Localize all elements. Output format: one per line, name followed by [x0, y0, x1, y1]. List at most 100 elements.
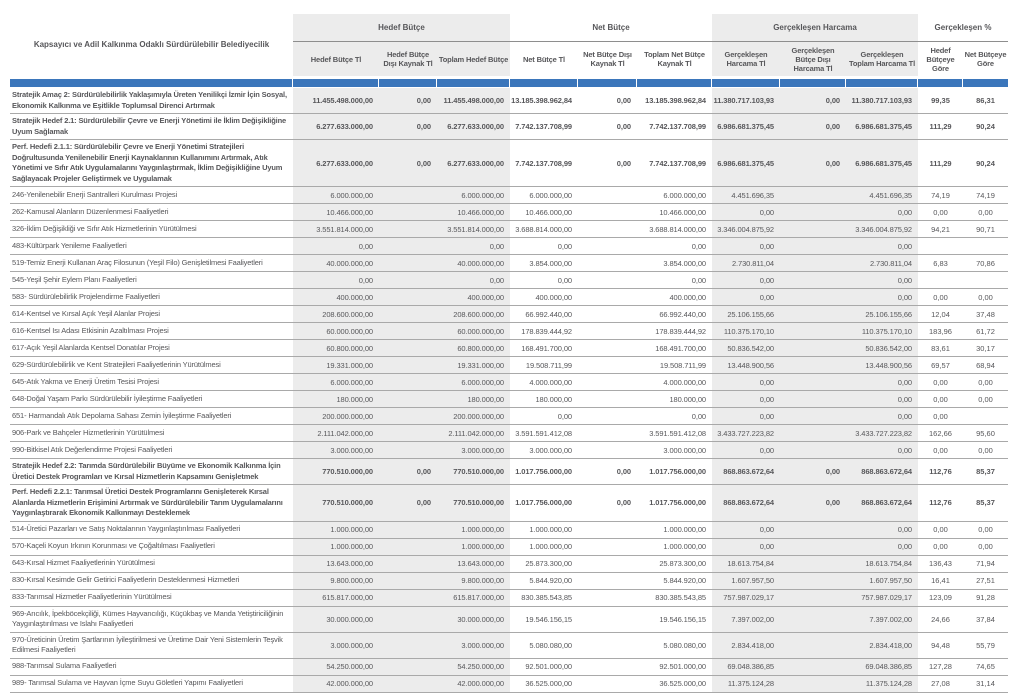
cell-percent: 30,17	[976, 343, 995, 353]
cell-value: 7.397.002,00	[846, 606, 918, 632]
cell-value	[578, 204, 637, 220]
table-row: 262-Kamusal Alanların Düzenlenmesi Faali…	[10, 204, 1008, 221]
cell-value	[379, 572, 437, 589]
cell-value: 0,00	[712, 391, 780, 407]
cell-value: 4.451.696,35	[712, 187, 780, 203]
cell-value: 30.000.000,00	[293, 606, 379, 632]
row-label: Perf. Hedefi 2.2.1: Tarımsal Üretici Des…	[12, 487, 283, 517]
column-group-header: Gerçekleşen %	[918, 14, 1008, 42]
cell-value	[780, 289, 846, 305]
row-label: 990-Bitkisel Atık Değerlendirme Projesi …	[12, 444, 173, 454]
cell-value: 0,00	[557, 275, 572, 285]
table-row: 830-Kırsal Kesimde Gelir Getirici Faaliy…	[10, 572, 1008, 590]
cell-value: 1.607.957,50	[846, 572, 918, 589]
cell-value: 6.986.681.375,45	[846, 114, 918, 139]
accent-bar-segment	[10, 79, 293, 87]
cell-value: 3.346.004.875,92	[846, 221, 918, 237]
cell-value	[780, 357, 846, 373]
cell-value: 13.448.900,56	[846, 357, 918, 373]
cell-percent: 69,57	[931, 360, 950, 370]
cell-percent	[918, 272, 963, 288]
cell-value	[780, 391, 846, 407]
cell-value: 6.277.633.000,00	[437, 114, 510, 139]
cell-value: 0,00	[780, 114, 846, 139]
cell-value: 7.397.002,00	[712, 606, 780, 632]
table-row: 988-Tarımsal Sulama Faaliyetleri 54.250.0…	[10, 658, 1008, 676]
table-row: 629-Sürdürülebilirlik ve Kent Stratejile…	[10, 357, 1008, 374]
cell-value: 7.742.137.708,99	[515, 158, 572, 168]
row-label: 483-Kültürpark Yenileme Faaliyetleri	[12, 240, 127, 250]
cell-value: 0,00	[846, 408, 918, 424]
cell-value: 4.000.000,00	[663, 377, 706, 387]
cell-value: 6.277.633.000,00	[437, 140, 510, 186]
table-header: Kapsayıcı ve Adil Kalkınma Odaklı Sürdür…	[10, 14, 1008, 76]
cell-value: 0,00	[616, 122, 631, 131]
column-group-header: Net Bütçe	[510, 14, 712, 42]
cell-percent	[963, 408, 1008, 424]
cell-value	[780, 675, 846, 692]
cell-value: 868.863.672,64	[712, 459, 780, 484]
cell-value	[780, 606, 846, 632]
cell-percent: 16,41	[931, 576, 950, 585]
column-header: Hedef Bütçe Dışı Kaynak Tl	[379, 42, 437, 76]
cell-value: 25.106.155,66	[712, 306, 780, 322]
row-label: 833-Tarımsal Hizmetler Faaliyetlerinin Y…	[12, 592, 172, 602]
cell-value	[379, 306, 437, 322]
table-row: 906-Park ve Bahçeler Hizmetlerinin Yürüt…	[10, 425, 1008, 442]
accent-bar-segment	[918, 79, 963, 87]
table-row: 519-Temiz Enerji Kullanan Araç Filosunun…	[10, 255, 1008, 272]
cell-value: 1.000.000,00	[437, 538, 510, 555]
row-label: 645-Atık Yakma ve Enerji Üretim Tesisi P…	[12, 376, 159, 386]
table-row: 989- Tarımsal Sulama ve Hayvan İçme Suyu…	[10, 675, 1008, 693]
table-row: 326-İklim Değişikliği ve Sıfır Atık Hizm…	[10, 221, 1008, 238]
cell-value: 50.836.542,00	[712, 340, 780, 356]
cell-value	[578, 289, 637, 305]
cell-value	[780, 221, 846, 237]
cell-value: 11.380.717.103,93	[846, 88, 918, 113]
cell-percent: 90,24	[976, 158, 995, 168]
cell-value: 1.000.000,00	[663, 525, 706, 534]
cell-value: 0,00	[691, 275, 706, 285]
cell-value: 3.688.814.000,00	[649, 224, 706, 234]
cell-value	[379, 323, 437, 339]
cell-value: 60.800.000,00	[437, 340, 510, 356]
cell-value: 19.508.711,99	[659, 360, 706, 370]
accent-bar-segment	[437, 79, 510, 87]
cell-percent: 70,86	[976, 258, 995, 268]
cell-value: 4.451.696,35	[846, 187, 918, 203]
cell-value	[780, 306, 846, 322]
cell-percent: 0,00	[933, 207, 948, 217]
cell-value: 5.080.080,00	[663, 640, 706, 650]
cell-value	[780, 538, 846, 555]
cell-value	[578, 442, 637, 458]
cell-value	[379, 238, 437, 254]
cell-value: 7.742.137.708,99	[649, 158, 706, 168]
cell-value: 0,00	[846, 442, 918, 458]
cell-value: 757.987.029,17	[712, 589, 780, 606]
cell-value	[379, 658, 437, 675]
cell-value: 770.510.000,00	[293, 459, 379, 484]
cell-value: 6.986.681.375,45	[712, 140, 780, 186]
cell-value: 40.000.000,00	[437, 255, 510, 271]
cell-value: 6.000.000,00	[437, 187, 510, 203]
cell-value	[379, 221, 437, 237]
cell-value: 180.000,00	[437, 391, 510, 407]
cell-percent: 0,00	[933, 377, 948, 387]
cell-value: 19.546.156,15	[659, 614, 706, 624]
cell-value	[379, 589, 437, 606]
cell-value: 36.525.000,00	[525, 679, 572, 688]
cell-value: 0,00	[712, 238, 780, 254]
column-header: Toplam Hedef Bütçe	[437, 42, 510, 76]
cell-value: 2.834.418,00	[846, 632, 918, 658]
cell-value	[578, 590, 637, 606]
cell-value	[379, 555, 437, 572]
cell-value	[780, 374, 846, 390]
cell-value	[578, 306, 637, 322]
cell-value: 1.607.957,50	[712, 572, 780, 589]
cell-percent: 127,28	[929, 662, 952, 671]
cell-value: 0,00	[846, 238, 918, 254]
cell-value: 0,00	[616, 96, 631, 105]
cell-value: 868.863.672,64	[846, 459, 918, 484]
cell-value: 0,00	[780, 485, 846, 521]
cell-value	[379, 606, 437, 632]
